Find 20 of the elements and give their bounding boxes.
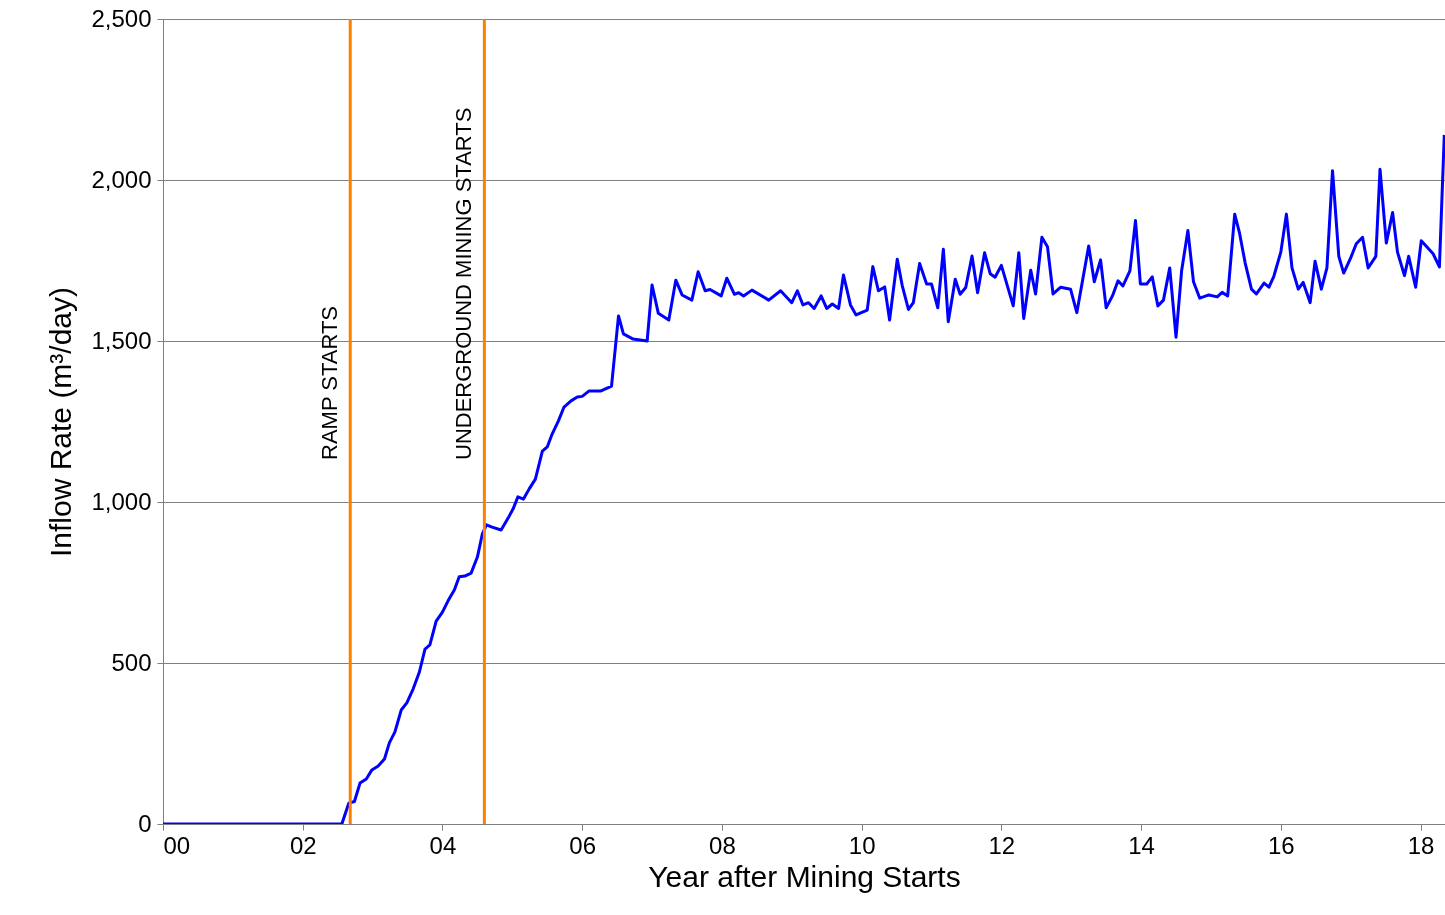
ref-line-label: RAMP STARTS — [317, 305, 343, 460]
x-tick-label: 12 — [988, 831, 1016, 859]
ref-line-label: UNDERGROUND MINING STARTS — [451, 107, 477, 460]
y-tick-label: 500 — [111, 648, 152, 676]
x-tick-label: 18 — [1407, 831, 1435, 859]
y-axis-title: Inflow Rate (m³/day) — [44, 286, 78, 558]
x-tick-label: 02 — [289, 831, 317, 859]
y-tick-label: 0 — [138, 809, 152, 837]
y-tick-label: 2,000 — [91, 165, 152, 193]
x-tick-label: 04 — [429, 831, 457, 859]
y-tick-label: 1,000 — [91, 487, 152, 515]
x-tick-label: 10 — [848, 831, 876, 859]
y-tick-label: 1,500 — [91, 326, 152, 354]
x-tick-label: 00 — [163, 831, 191, 859]
y-tick-label: 2,500 — [91, 4, 152, 32]
x-tick-label: 16 — [1267, 831, 1295, 859]
x-axis-title: Year after Mining Starts — [648, 859, 961, 893]
x-tick-label: 14 — [1128, 831, 1155, 859]
x-tick-label: 08 — [709, 831, 736, 859]
x-tick-label: 06 — [569, 831, 597, 859]
